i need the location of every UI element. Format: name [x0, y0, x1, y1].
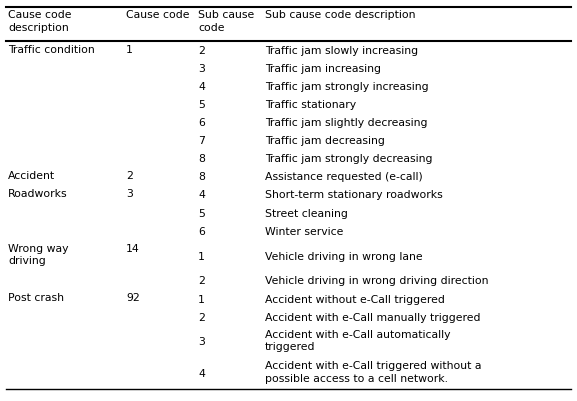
Text: 8: 8 — [198, 154, 205, 164]
Text: Vehicle driving in wrong driving direction: Vehicle driving in wrong driving directi… — [265, 276, 489, 286]
Text: Roadworks: Roadworks — [8, 189, 68, 199]
Text: 6: 6 — [198, 118, 205, 128]
Text: 4: 4 — [198, 368, 205, 378]
Text: 3: 3 — [198, 337, 205, 346]
Text: Short-term stationary roadworks: Short-term stationary roadworks — [265, 190, 443, 200]
Text: Traffic jam slightly decreasing: Traffic jam slightly decreasing — [265, 118, 428, 128]
Text: 7: 7 — [198, 136, 205, 146]
Text: Accident without e-Call triggered: Accident without e-Call triggered — [265, 294, 445, 304]
Text: 14: 14 — [126, 243, 140, 253]
Text: 2: 2 — [198, 312, 205, 322]
Text: 1: 1 — [126, 45, 133, 55]
Text: 3: 3 — [126, 189, 133, 199]
Text: 5: 5 — [198, 100, 205, 110]
Text: 1: 1 — [198, 251, 205, 261]
Text: Cause code
description: Cause code description — [8, 10, 72, 32]
Text: Traffic jam decreasing: Traffic jam decreasing — [265, 136, 385, 146]
Text: Assistance requested (e-call): Assistance requested (e-call) — [265, 172, 423, 182]
Text: Traffic stationary: Traffic stationary — [265, 100, 356, 110]
Text: Cause code: Cause code — [126, 10, 189, 20]
Text: Traffic condition: Traffic condition — [8, 45, 95, 55]
Text: 2: 2 — [126, 171, 133, 181]
Text: Traffic jam slowly increasing: Traffic jam slowly increasing — [265, 46, 418, 56]
Text: Wrong way
driving: Wrong way driving — [8, 243, 69, 265]
Text: Accident with e-Call triggered without a
possible access to a cell network.: Accident with e-Call triggered without a… — [265, 360, 481, 383]
Text: 5: 5 — [198, 208, 205, 218]
Text: 3: 3 — [198, 64, 205, 74]
Text: Post crash: Post crash — [8, 293, 64, 303]
Text: Accident with e-Call automatically
triggered: Accident with e-Call automatically trigg… — [265, 329, 451, 351]
Text: Street cleaning: Street cleaning — [265, 208, 348, 218]
Text: 92: 92 — [126, 293, 140, 303]
Text: 2: 2 — [198, 276, 205, 286]
Text: 6: 6 — [198, 226, 205, 236]
Text: Sub cause
code: Sub cause code — [198, 10, 254, 32]
Text: Winter service: Winter service — [265, 226, 343, 236]
Text: 8: 8 — [198, 172, 205, 182]
Text: Accident with e-Call manually triggered: Accident with e-Call manually triggered — [265, 312, 481, 322]
Text: Vehicle driving in wrong lane: Vehicle driving in wrong lane — [265, 251, 422, 261]
Text: 4: 4 — [198, 82, 205, 92]
Text: Accident: Accident — [8, 171, 55, 181]
Text: 1: 1 — [198, 294, 205, 304]
Text: 4: 4 — [198, 190, 205, 200]
Text: Traffic jam increasing: Traffic jam increasing — [265, 64, 381, 74]
Text: 2: 2 — [198, 46, 205, 56]
Text: Traffic jam strongly decreasing: Traffic jam strongly decreasing — [265, 154, 433, 164]
Text: Sub cause code description: Sub cause code description — [265, 10, 415, 20]
Text: Traffic jam strongly increasing: Traffic jam strongly increasing — [265, 82, 429, 92]
